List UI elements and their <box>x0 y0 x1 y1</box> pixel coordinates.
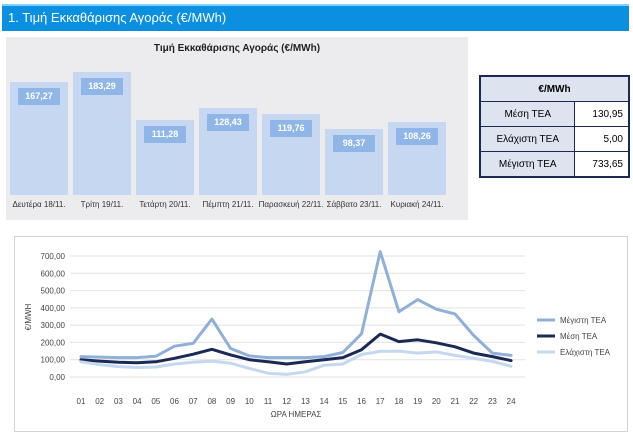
x-tick-label: 17 <box>376 397 385 406</box>
stats-row-mean: Μέση ΤΕΑ 130,95 <box>479 101 630 127</box>
legend-label: Μέση ΤΕΑ <box>560 332 598 341</box>
x-tick-label: 24 <box>507 397 516 406</box>
stats-row-min: Ελάχιστη ΤΕΑ 5,00 <box>479 126 630 152</box>
x-tick-label: 11 <box>264 397 273 406</box>
x-tick-label: 02 <box>95 397 104 406</box>
x-tick-label: 08 <box>207 397 216 406</box>
section-title: 1. Τιμή Εκκαθάρισης Αγοράς (€/MWh) <box>8 10 227 25</box>
series-line <box>79 332 513 366</box>
x-tick-label: 07 <box>189 397 198 406</box>
series-line <box>79 250 513 360</box>
stats-table-header: €/MWh <box>479 75 630 102</box>
x-tick-label: 06 <box>170 397 179 406</box>
bar-value-label: 108,26 <box>396 128 438 146</box>
stats-value-mean: 130,95 <box>574 101 630 127</box>
bar-category-label: Τρίτη 19/11. <box>80 200 124 209</box>
bar-value-label: 98,37 <box>333 134 375 152</box>
bar-value-label: 111,28 <box>144 126 186 144</box>
x-tick-label: 04 <box>133 397 142 406</box>
bar-value-label: 128,43 <box>207 114 249 132</box>
bar-chart-title: Τιμή Εκκαθάρισης Αγοράς (€/MWh) <box>153 43 321 54</box>
x-tick-label: 16 <box>357 397 366 406</box>
x-tick-label: 05 <box>151 397 160 406</box>
y-tick-label: 700,00 <box>41 252 66 261</box>
stats-label-min: Ελάχιστη ΤΕΑ <box>479 126 576 152</box>
stats-value-min: 5,00 <box>574 126 630 152</box>
x-tick-label: 21 <box>451 397 460 406</box>
x-tick-label: 13 <box>301 397 310 406</box>
stats-row-max: Μέγιστη ΤΕΑ 733,65 <box>479 151 630 178</box>
x-tick-label: 10 <box>245 397 254 406</box>
y-tick-label: 600,00 <box>41 269 66 278</box>
x-tick-label: 18 <box>394 397 403 406</box>
legend-label: Μέγιστη ΤΕΑ <box>560 316 607 325</box>
bar-value-label: 167,27 <box>18 88 60 106</box>
x-axis-title: ΩΡΑ ΗΜΕΡΑΣ <box>271 410 322 419</box>
x-tick-label: 09 <box>226 397 235 406</box>
bar-value-label: 183,29 <box>81 77 123 95</box>
x-tick-label: 14 <box>320 397 329 406</box>
section-banner: 1. Τιμή Εκκαθάρισης Αγοράς (€/MWh) <box>2 4 629 31</box>
bar-category-label: Πέμπτη 21/11. <box>202 200 254 209</box>
bar-category-label: Παρασκευή 22/11. <box>258 200 324 209</box>
y-axis-title: €/MWH <box>24 303 33 330</box>
legend-label: Ελάχιστη ΤΕΑ <box>560 348 611 357</box>
y-tick-label: 0,00 <box>49 373 65 382</box>
x-tick-label: 15 <box>338 397 347 406</box>
stats-label-mean: Μέση ΤΕΑ <box>479 101 576 127</box>
line-chart: 0,00 100,00 200,00 300,00 400,00 500,00 600,00… <box>24 250 611 419</box>
line-chart-panel: 0,00 100,00 200,00 300,00 400,00 500,00 600,00… <box>14 236 628 432</box>
y-tick-label: 500,00 <box>41 287 66 296</box>
bar-category-label: Δευτέρα 18/11. <box>12 200 66 209</box>
y-tick-label: 200,00 <box>41 338 66 347</box>
stats-value-max: 733,65 <box>574 151 630 178</box>
x-tick-label: 22 <box>469 397 478 406</box>
series-line <box>79 349 513 376</box>
x-tick-label: 01 <box>77 397 86 406</box>
bar-category-label: Κυριακή 24/11. <box>390 200 444 209</box>
x-tick-label: 03 <box>114 397 123 406</box>
stats-table: €/MWh Μέση ΤΕΑ 130,95 Ελάχιστη ΤΕΑ 5,00 … <box>479 75 630 178</box>
bar-category-label: Σάββατο 23/11. <box>326 200 382 209</box>
x-tick-label: 20 <box>432 397 441 406</box>
x-tick-label: 12 <box>282 397 291 406</box>
bar-chart-panel: Τιμή Εκκαθάρισης Αγοράς (€/MWh) 167,27 Δε… <box>6 37 468 220</box>
y-tick-label: 100,00 <box>41 356 66 365</box>
y-tick-label: 300,00 <box>41 321 66 330</box>
x-tick-label: 19 <box>413 397 422 406</box>
bar-value-label: 119,76 <box>270 120 312 138</box>
bar-category-label: Τετάρτη 20/11. <box>139 200 191 209</box>
stats-label-max: Μέγιστη ΤΕΑ <box>479 151 576 178</box>
y-tick-label: 400,00 <box>41 304 66 313</box>
x-tick-label: 23 <box>488 397 497 406</box>
